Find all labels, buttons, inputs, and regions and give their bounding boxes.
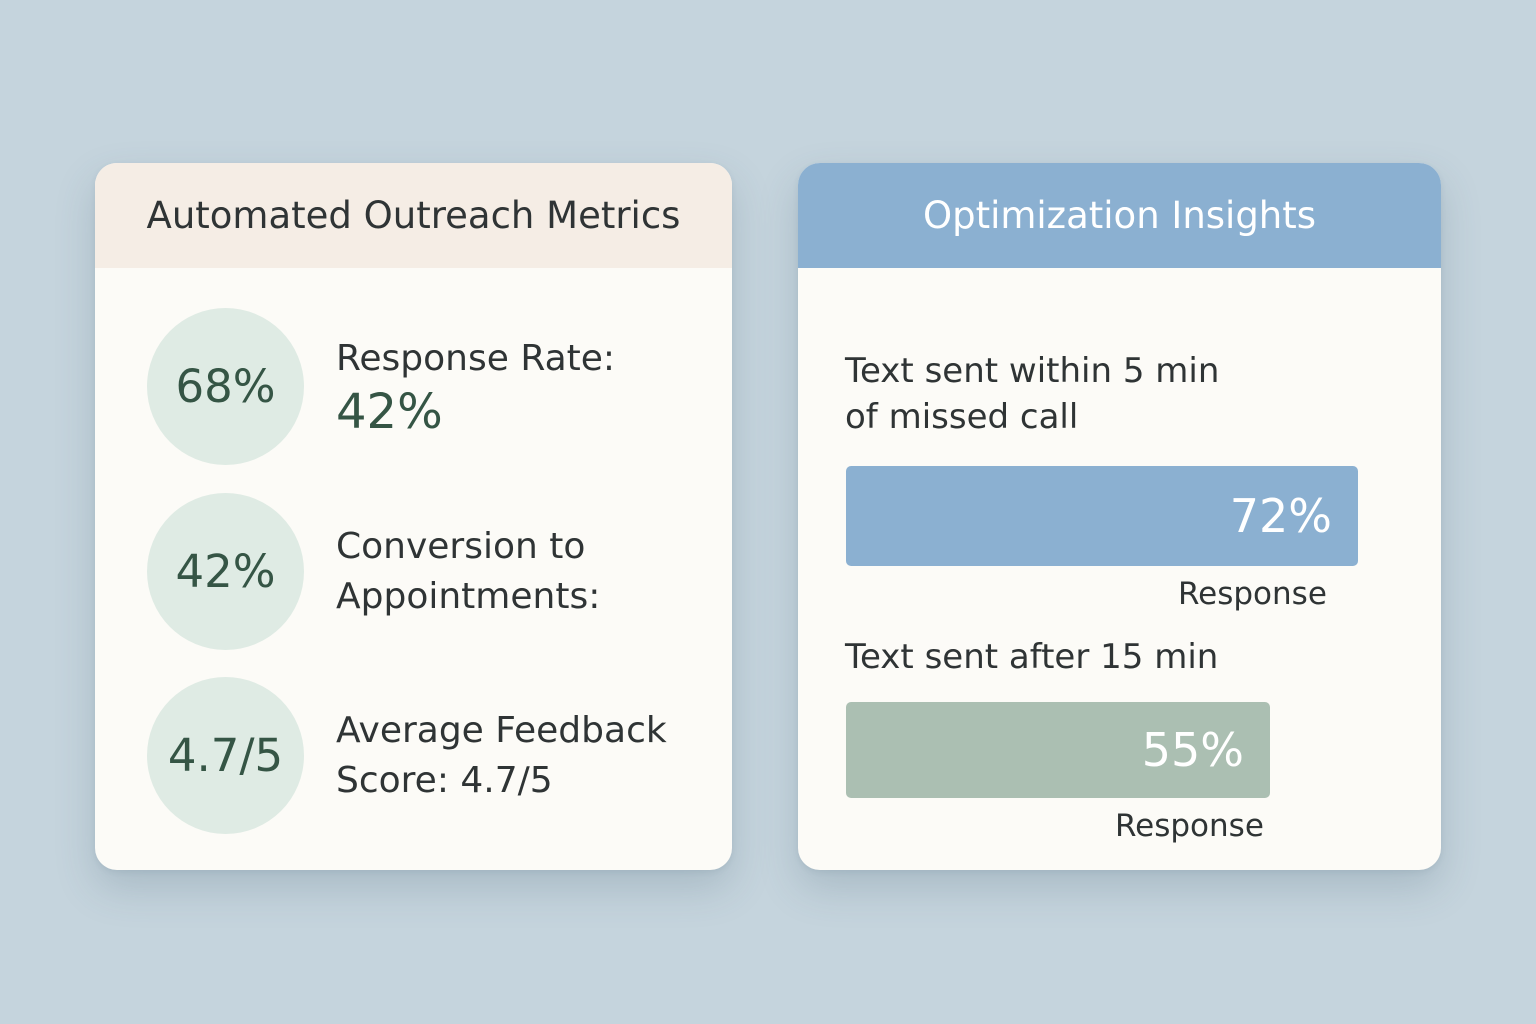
insight-label-line: Text sent after 15 min: [845, 637, 1219, 677]
outreach-metrics-card: Automated Outreach Metrics 68% Response …: [95, 163, 732, 870]
outreach-metrics-title: Automated Outreach Metrics: [146, 194, 681, 237]
bar-value: 72%: [1229, 489, 1332, 543]
optimization-insights-card: Optimization Insights Text sent within 5…: [798, 163, 1441, 870]
metric-feedback-score: 4.7/5 Average Feedback Score: 4.7/5: [147, 677, 667, 834]
metric-label: Score: 4.7/5: [336, 759, 553, 801]
metric-text: Conversion to Appointments:: [336, 522, 600, 622]
response-bar-after-15-min: 55%: [846, 702, 1270, 798]
metric-label: Conversion to: [336, 525, 586, 567]
metric-circle: 4.7/5: [147, 677, 304, 834]
insight-label: Text sent after 15 min: [845, 634, 1218, 680]
bar-value: 55%: [1141, 723, 1244, 777]
outreach-metrics-header: Automated Outreach Metrics: [95, 163, 732, 268]
optimization-insights-header: Optimization Insights: [798, 163, 1441, 268]
response-bar-within-5-min: 72%: [846, 466, 1358, 566]
metric-text: Response Rate: 42%: [336, 334, 615, 440]
insight-label-line: of missed call: [845, 397, 1079, 437]
metric-label: Appointments:: [336, 575, 601, 617]
metric-response-rate: 68% Response Rate: 42%: [147, 308, 615, 465]
bar-caption: Response: [1115, 808, 1264, 844]
metric-conversion: 42% Conversion to Appointments:: [147, 493, 600, 650]
bar-caption: Response: [1178, 576, 1327, 612]
metric-text: Average Feedback Score: 4.7/5: [336, 706, 667, 806]
metric-value: 42%: [336, 383, 443, 440]
optimization-insights-title: Optimization Insights: [922, 194, 1317, 237]
insight-label-line: Text sent within 5 min: [845, 351, 1220, 391]
metric-circle: 42%: [147, 493, 304, 650]
insight-label: Text sent within 5 min of missed call: [845, 348, 1219, 440]
metric-label: Response Rate:: [336, 337, 616, 379]
metric-circle: 68%: [147, 308, 304, 465]
metric-label: Average Feedback: [336, 709, 667, 751]
